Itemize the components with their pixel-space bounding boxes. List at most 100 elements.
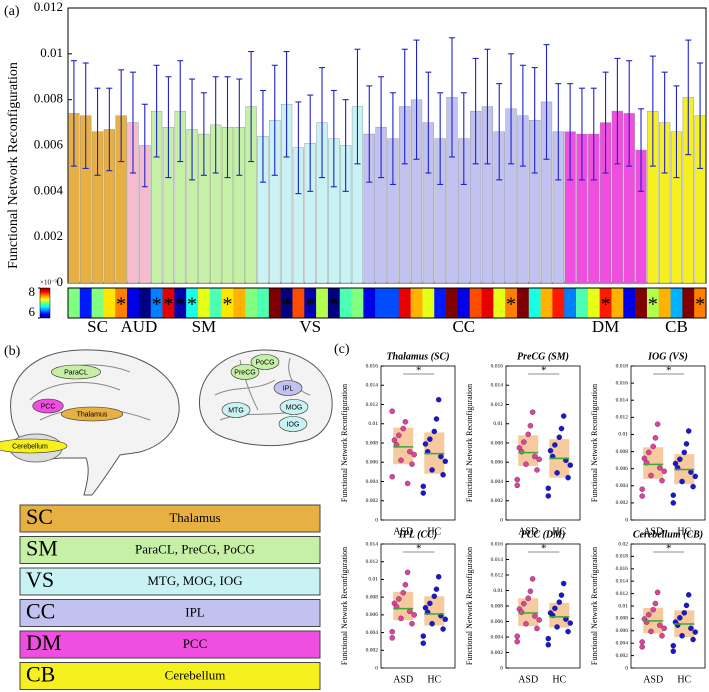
heatmap-cell <box>623 288 636 318</box>
x-tick-label: HC <box>427 526 441 537</box>
table-row <box>19 504 321 533</box>
y-tick-label: 0.01 <box>618 432 628 438</box>
y-tick-label: 0 <box>625 665 628 671</box>
data-point <box>514 482 520 489</box>
region-marker <box>51 364 101 380</box>
data-point <box>679 633 685 639</box>
y-tick-label: 0.004 <box>34 182 64 197</box>
y-tick-label: 0.01 <box>493 588 503 594</box>
network-abbrev: DM <box>26 630 61 655</box>
data-point <box>411 451 417 458</box>
box <box>643 447 664 479</box>
data-point <box>565 474 571 481</box>
data-point <box>433 416 440 422</box>
heatmap-cell <box>540 288 553 318</box>
y-tick-label: 0.016 <box>491 363 504 369</box>
significance-star: * <box>329 294 339 316</box>
y-tick-label: 0 <box>625 517 628 523</box>
data-point <box>518 609 525 615</box>
error-bar <box>519 64 526 167</box>
data-point <box>389 628 395 635</box>
y-tick-label: 0.008 <box>366 440 379 446</box>
data-point <box>560 413 567 419</box>
data-point <box>404 569 411 576</box>
data-point <box>398 457 404 464</box>
error-bar <box>129 71 136 174</box>
significance-star: * <box>666 365 672 377</box>
data-point <box>654 421 661 427</box>
network-label: CB <box>665 317 688 336</box>
data-point <box>661 625 667 632</box>
error-bar <box>342 99 349 192</box>
error-bar <box>697 62 704 169</box>
data-point <box>677 615 683 621</box>
y-tick-label: 0.004 <box>616 640 629 646</box>
region-label: PCC <box>41 403 56 410</box>
data-point <box>670 500 677 506</box>
y-tick-label: 0.014 <box>491 383 504 389</box>
data-point <box>422 605 429 611</box>
data-point <box>560 580 567 587</box>
data-point <box>554 470 560 476</box>
heatmap-cell <box>209 288 222 318</box>
network-regions: ParaCL, PreCG, PoCG <box>135 541 255 556</box>
y-tick-label: 0.012 <box>491 402 504 408</box>
data-point <box>409 461 415 467</box>
x-tick-label: ASD <box>393 526 413 537</box>
y-tick-label: 0.012 <box>34 0 63 14</box>
y-tick-label: 0.014 <box>616 578 629 584</box>
data-point <box>536 456 542 463</box>
heatmap-cell <box>387 288 400 318</box>
y-tick-label: 0 <box>57 274 64 289</box>
heatmap-cell <box>646 288 660 318</box>
data-point <box>402 581 409 588</box>
y-tick-label: 0.014 <box>616 397 629 403</box>
panel-label: (a) <box>4 4 20 19</box>
heatmap-cell <box>635 288 648 318</box>
significance-star: * <box>601 294 611 316</box>
data-point <box>514 476 520 483</box>
y-tick-label: 0.002 <box>366 498 379 504</box>
data-point <box>639 639 645 645</box>
network-abbrev: CB <box>26 662 55 687</box>
data-point <box>396 596 402 602</box>
data-point <box>659 477 665 484</box>
heatmap-cell <box>576 288 589 318</box>
error-bar <box>638 108 645 192</box>
table-row <box>19 599 321 627</box>
data-point <box>657 465 663 471</box>
data-point <box>670 492 677 498</box>
data-point <box>438 453 444 460</box>
data-point <box>654 589 661 596</box>
x-tick-label: ASD <box>518 674 538 685</box>
error-bar <box>236 78 243 176</box>
data-point <box>670 648 677 655</box>
error-bar <box>389 92 396 186</box>
data-point <box>431 593 438 600</box>
data-point <box>527 422 534 429</box>
region-label: Cerebellum <box>12 443 48 450</box>
x-tick-label: HC <box>552 674 566 685</box>
error-bar <box>330 89 337 188</box>
error-bar <box>425 71 432 174</box>
y-axis-title: Functional Network Reconfiguration <box>590 384 599 502</box>
plot-frame <box>380 543 456 669</box>
y-axis-title: Functional Network Reconfiguration <box>340 547 349 665</box>
error-bar <box>189 78 196 181</box>
significance-star: * <box>541 543 547 555</box>
heatmap-cell <box>162 288 175 318</box>
error-bar <box>602 71 609 174</box>
network-abbrev: SC <box>26 504 53 529</box>
heatmap-cell <box>292 288 305 318</box>
error-bar <box>212 76 219 174</box>
data-point <box>400 589 406 596</box>
significance-star: * <box>305 294 315 316</box>
data-point <box>670 642 677 649</box>
network-abbrev: CC <box>26 599 55 624</box>
data-point <box>639 486 645 492</box>
data-point <box>420 640 427 646</box>
heatmap-frame <box>67 287 707 319</box>
error-bar <box>319 67 326 179</box>
significance-star: * <box>163 294 173 316</box>
y-tick-label: 0.01 <box>618 603 628 609</box>
